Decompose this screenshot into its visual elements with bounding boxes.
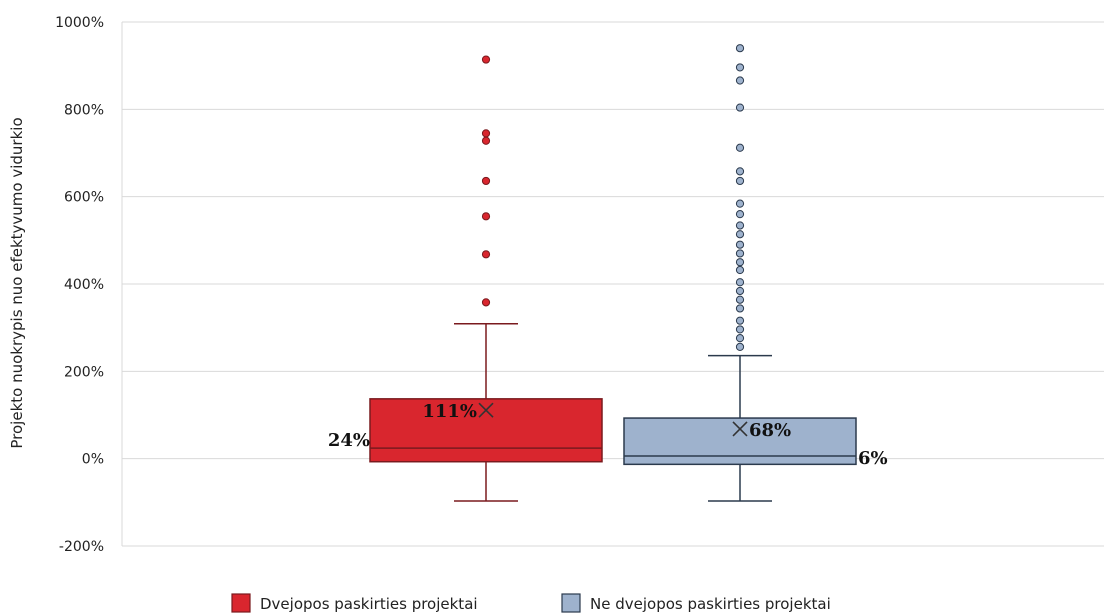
outlier-point: [735, 286, 745, 296]
legend-label: Dvejopos paskirties projektai: [260, 595, 478, 613]
legend: Dvejopos paskirties projektai Ne dvejopos…: [231, 593, 831, 613]
legend-item-2: Ne dvejopos paskirties projektai: [561, 593, 831, 613]
outlier-point: [481, 212, 491, 221]
box-series: 111% 24% 68% 6%: [328, 44, 888, 502]
mean-marker: [478, 402, 494, 418]
median-label: 24%: [328, 430, 370, 451]
outlier-point: [735, 103, 745, 112]
y-tick-label: 800%: [64, 102, 104, 118]
outlier-point: [735, 210, 745, 219]
outlier-point: [481, 298, 491, 307]
legend-item-1: Dvejopos paskirties projektai: [231, 593, 478, 613]
median-label: 6%: [858, 448, 888, 469]
mean-marker-stroke: [478, 402, 494, 418]
legend-swatch: [231, 593, 251, 613]
outlier-point: [481, 55, 491, 64]
outlier-point: [735, 265, 745, 275]
outlier-point: [481, 129, 491, 138]
legend-swatch: [561, 593, 581, 613]
y-tick-label: 1000%: [55, 15, 104, 31]
outlier-point: [735, 304, 745, 313]
outlier-point: [481, 250, 491, 259]
box-2: 68% 6%: [623, 44, 888, 502]
box-iqr: [623, 417, 857, 466]
outlier-point: [735, 44, 745, 53]
mean-marker-stroke: [732, 421, 748, 437]
mean-label: 68%: [749, 420, 791, 441]
outlier-point: [481, 176, 491, 186]
outlier-point: [735, 258, 745, 267]
mean-marker: [732, 421, 748, 437]
y-tick-label: -200%: [59, 539, 104, 555]
outlier-point: [735, 199, 745, 208]
outlier-point: [735, 221, 745, 230]
mean-label: 111%: [422, 401, 477, 422]
outlier-point: [735, 240, 745, 249]
outlier-point: [735, 63, 745, 72]
outlier-point: [735, 278, 745, 287]
y-tick-label: 200%: [64, 364, 104, 380]
outlier-point: [735, 325, 745, 334]
outlier-point: [735, 230, 745, 239]
outlier-point: [735, 249, 745, 258]
box-iqr: [369, 398, 603, 463]
outlier-point: [735, 167, 745, 176]
legend-label: Ne dvejopos paskirties projektai: [590, 595, 831, 613]
y-tick-label: 400%: [64, 277, 104, 293]
outlier-point: [735, 143, 745, 152]
y-tick-label: 600%: [64, 190, 104, 206]
y-axis-ticks: -200% 0% 200% 400% 600% 800% 1000%: [55, 15, 104, 555]
outlier-point: [735, 316, 745, 325]
y-tick-label: 0%: [82, 452, 104, 468]
y-axis-title: Projekto nuokrypis nuo efektyvumo vidurk…: [8, 117, 26, 448]
box-1: 111% 24%: [328, 55, 603, 502]
outlier-point: [481, 136, 491, 145]
outlier-point: [735, 334, 745, 343]
gridlines: [121, 21, 1104, 547]
outlier-point: [735, 176, 745, 186]
outlier-point: [735, 295, 745, 304]
outlier-point: [735, 342, 745, 351]
outlier-point: [735, 76, 745, 85]
